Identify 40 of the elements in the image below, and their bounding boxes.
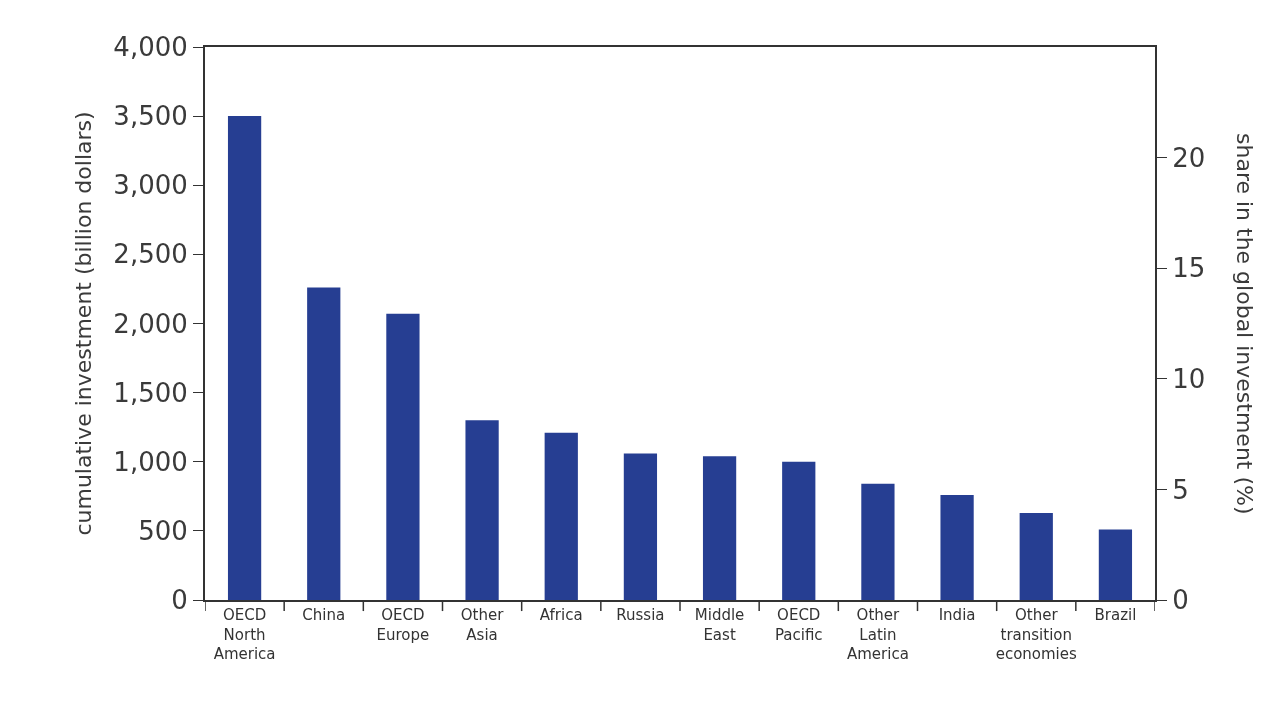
bar bbox=[465, 420, 499, 600]
y-tick-label: 2,000 bbox=[113, 308, 188, 339]
bar bbox=[861, 483, 895, 600]
x-tick-label: Other transition economies bbox=[995, 606, 1078, 663]
x-tick-label: OECD Europe bbox=[376, 606, 430, 644]
y2-tick-label: 10 bbox=[1172, 363, 1206, 394]
y2-tick-label: 15 bbox=[1172, 253, 1206, 284]
y-tick-label: 1,000 bbox=[113, 446, 188, 477]
bar bbox=[227, 116, 262, 600]
y-tick-label: 1,500 bbox=[113, 377, 188, 408]
y2-tick-label: 0 bbox=[1172, 585, 1189, 616]
x-tick-label: Other Asia bbox=[460, 606, 505, 644]
y2-tick-label: 20 bbox=[1172, 142, 1206, 173]
y-tick-label: 2,500 bbox=[113, 239, 188, 270]
x-tick-label: OECD Pacific bbox=[774, 606, 823, 644]
bar bbox=[940, 494, 974, 600]
y-tick-label: 500 bbox=[138, 515, 188, 546]
x-tick-label: Africa bbox=[539, 606, 583, 624]
bar bbox=[702, 456, 737, 600]
bar bbox=[623, 453, 658, 600]
bar bbox=[782, 461, 816, 600]
y-tick-label: 3,000 bbox=[113, 170, 188, 201]
x-tick-label: Middle East bbox=[694, 606, 745, 644]
y-tick-label: 3,500 bbox=[113, 101, 188, 132]
bar bbox=[544, 432, 578, 600]
y2-tick-label: 5 bbox=[1172, 474, 1189, 505]
y-tick-label: 0 bbox=[171, 585, 188, 616]
bar bbox=[1098, 529, 1133, 600]
y-axis-title: cumulative investment (billion dollars) bbox=[70, 111, 96, 536]
x-tick-label: Russia bbox=[616, 606, 665, 624]
x-tick-label: India bbox=[938, 606, 976, 624]
x-tick-label: China bbox=[302, 606, 346, 624]
y-tick-label: 4,000 bbox=[113, 32, 188, 63]
x-tick-label: Brazil bbox=[1094, 606, 1137, 624]
x-tick-label: Other Latin America bbox=[846, 606, 909, 663]
x-tick-label: OECD North America bbox=[213, 606, 276, 663]
y2-axis-title: share in the global investment (%) bbox=[1232, 133, 1257, 515]
bar bbox=[307, 287, 341, 600]
bar bbox=[386, 313, 420, 600]
bar bbox=[1019, 512, 1053, 600]
